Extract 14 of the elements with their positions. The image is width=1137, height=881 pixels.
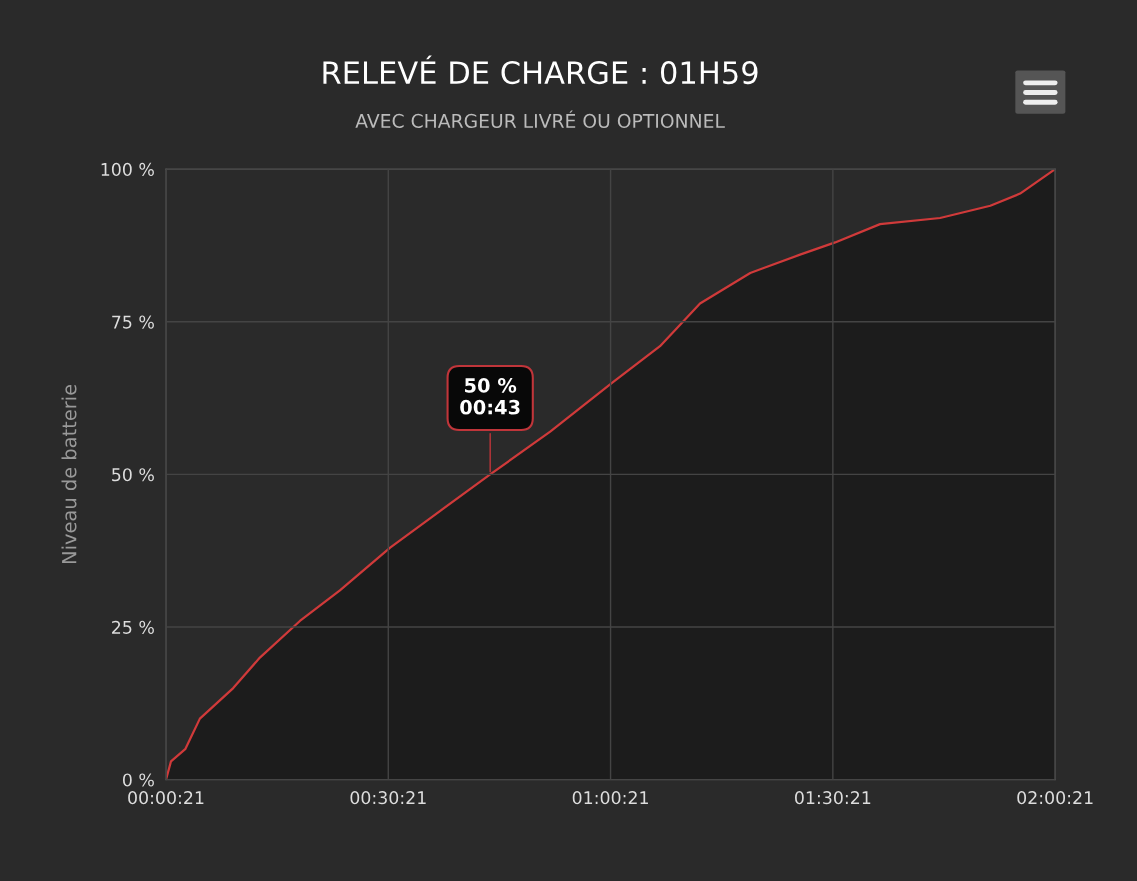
y-tick-label: 25 % xyxy=(112,620,154,634)
x-tick-label: 00:00:21 xyxy=(128,791,204,805)
x-tick-label: 01:30:21 xyxy=(795,791,871,805)
x-tick-label: 02:00:21 xyxy=(1017,791,1093,805)
x-tick-label: 00:30:21 xyxy=(350,791,426,805)
chart-title: RELEVÉ DE CHARGE : 01H59 xyxy=(323,55,758,85)
y-tick-label: 75 % xyxy=(112,315,154,329)
y-axis-title: Niveau de batterie xyxy=(61,384,77,564)
chart-subtitle: AVEC CHARGEUR LIVRÉ OU OPTIONNEL xyxy=(355,110,725,129)
y-tick-label: 0 % xyxy=(122,773,154,787)
y-tick-label: 100 % xyxy=(101,162,154,176)
annotation: 50 % 00:43 xyxy=(460,378,520,415)
y-tick-label: 50 % xyxy=(112,468,154,482)
x-tick-label: 01:00:21 xyxy=(572,791,648,805)
